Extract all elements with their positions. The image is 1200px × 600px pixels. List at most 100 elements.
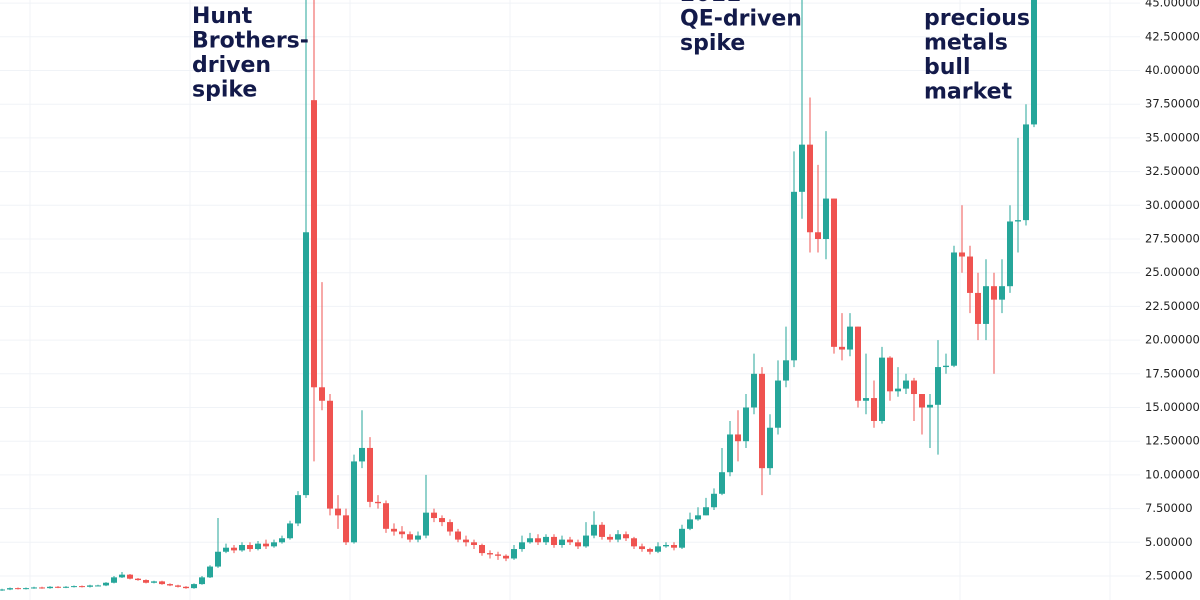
y-tick-label: 40.00000 bbox=[1145, 63, 1200, 77]
candle-body bbox=[1015, 220, 1021, 222]
candle-body bbox=[143, 580, 149, 583]
candle-body bbox=[375, 501, 381, 504]
candle bbox=[903, 373, 909, 395]
candle-body bbox=[951, 252, 957, 366]
candle-body bbox=[1023, 124, 1029, 221]
candle-body bbox=[223, 547, 229, 552]
annotation-line: spike bbox=[192, 78, 257, 103]
candle bbox=[391, 523, 397, 536]
y-tick-label: 20.00000 bbox=[1145, 333, 1200, 347]
candle bbox=[327, 394, 333, 516]
candle bbox=[855, 326, 861, 408]
candle bbox=[783, 326, 789, 388]
candle bbox=[655, 542, 661, 554]
candle-body bbox=[103, 582, 109, 586]
candle-body bbox=[791, 191, 797, 361]
candle-body bbox=[567, 539, 573, 543]
annotation-line: Hunt bbox=[192, 4, 253, 29]
candle bbox=[231, 545, 237, 554]
candle-body bbox=[407, 534, 413, 540]
candle bbox=[335, 495, 341, 529]
candle bbox=[207, 565, 213, 579]
candle-body bbox=[127, 574, 133, 579]
candle-body bbox=[559, 539, 565, 546]
candle bbox=[743, 394, 749, 448]
candle bbox=[175, 584, 181, 588]
candle-body bbox=[687, 519, 693, 529]
candles bbox=[0, 0, 1037, 591]
candle-body bbox=[55, 586, 61, 588]
annotation-line: spike bbox=[680, 31, 745, 56]
candle bbox=[847, 313, 853, 357]
candle bbox=[263, 539, 269, 550]
candle bbox=[575, 539, 581, 550]
candle bbox=[607, 534, 613, 543]
candle bbox=[359, 410, 365, 469]
candle bbox=[919, 394, 925, 435]
candle-body bbox=[383, 503, 389, 529]
candle-body bbox=[175, 585, 181, 587]
annotation-line: market bbox=[924, 80, 1013, 105]
candle-body bbox=[159, 581, 165, 585]
candle-body bbox=[391, 528, 397, 532]
candle bbox=[239, 542, 245, 552]
candle bbox=[15, 587, 21, 590]
candle-body bbox=[511, 549, 517, 559]
candle-body bbox=[479, 545, 485, 554]
y-tick-label: 25.00000 bbox=[1145, 265, 1200, 279]
candle-body bbox=[295, 495, 301, 524]
candle bbox=[703, 497, 709, 516]
candle bbox=[535, 534, 541, 546]
candle-body bbox=[871, 398, 877, 421]
candle bbox=[879, 346, 885, 424]
candle-body bbox=[399, 531, 405, 535]
candle bbox=[0, 588, 5, 591]
candle bbox=[247, 542, 253, 552]
y-tick-label: 30.00000 bbox=[1145, 198, 1200, 212]
candle-body bbox=[927, 404, 933, 408]
candle-body bbox=[623, 534, 629, 539]
candle bbox=[127, 573, 133, 580]
candle bbox=[871, 380, 877, 428]
candle-body bbox=[71, 586, 77, 588]
candle bbox=[935, 340, 941, 455]
candle-body bbox=[655, 546, 661, 552]
candle-body bbox=[847, 326, 853, 350]
candle bbox=[343, 508, 349, 546]
candle-body bbox=[47, 586, 53, 589]
candle bbox=[487, 550, 493, 559]
candle bbox=[407, 531, 413, 543]
candle bbox=[527, 532, 533, 544]
candle bbox=[983, 259, 989, 341]
candle-body bbox=[695, 515, 701, 520]
y-tick-label: 15.00000 bbox=[1145, 400, 1200, 414]
candle-body bbox=[975, 292, 981, 324]
candle bbox=[223, 543, 229, 554]
candle-body bbox=[599, 524, 605, 537]
candle bbox=[111, 576, 117, 584]
candle bbox=[183, 586, 189, 589]
annotation-line: precious bbox=[924, 6, 1030, 31]
candle-body bbox=[271, 542, 277, 547]
candle-body bbox=[415, 535, 421, 540]
candle-body bbox=[671, 545, 677, 548]
candle-body bbox=[735, 434, 741, 442]
vertical-grid bbox=[29, 0, 1111, 600]
candle bbox=[1023, 104, 1029, 226]
candle bbox=[767, 414, 773, 475]
candle-body bbox=[119, 574, 125, 578]
candle bbox=[367, 437, 373, 508]
annotation-line: bull bbox=[924, 55, 971, 80]
candle-body bbox=[583, 535, 589, 547]
candle-body bbox=[703, 507, 709, 516]
y-tick-label: 22.50000 bbox=[1145, 299, 1200, 313]
candle bbox=[503, 554, 509, 562]
candle bbox=[799, 0, 805, 219]
candle bbox=[495, 551, 501, 560]
candle-body bbox=[575, 542, 581, 547]
candle-body bbox=[727, 434, 733, 473]
candle-body bbox=[335, 508, 341, 516]
candle-body bbox=[991, 286, 997, 300]
candle bbox=[719, 447, 725, 496]
candle-body bbox=[487, 553, 493, 555]
